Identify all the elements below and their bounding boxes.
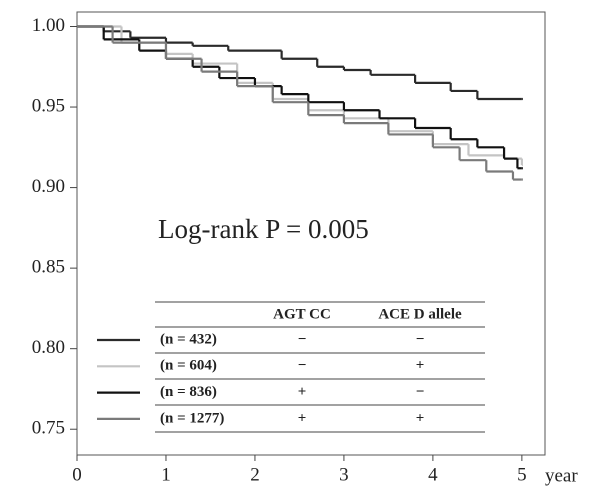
y-tick-label: 0.85 (32, 256, 65, 277)
y-tick-label: 0.95 (32, 95, 65, 116)
annotation: Log-rank P = 0.005 (158, 214, 369, 244)
legend-cell: − (298, 358, 307, 374)
legend-cell: − (298, 331, 307, 347)
legend-label: (n = 604) (160, 358, 217, 374)
legend-cell: + (298, 384, 307, 400)
legend-label: (n = 836) (160, 384, 217, 400)
x-tick-label: 4 (428, 464, 438, 485)
y-tick-label: 0.75 (32, 418, 65, 439)
x-tick-label: 0 (72, 464, 82, 485)
plot-frame (76, 11, 546, 456)
legend-column-header: AGT CC (273, 306, 331, 322)
legend-label: (n = 432) (160, 331, 217, 347)
legend-cell: − (416, 384, 425, 400)
x-axis-label: year (545, 465, 578, 486)
legend-cell: + (416, 358, 425, 374)
x-tick-label: 5 (517, 464, 527, 485)
y-tick-label: 0.90 (32, 176, 65, 197)
y-tick-label: 1.00 (32, 15, 65, 36)
x-tick-label: 3 (339, 464, 349, 485)
x-tick-label: 1 (161, 464, 171, 485)
y-tick-label: 0.80 (32, 337, 65, 358)
x-tick-label: 2 (250, 464, 260, 485)
legend-column-header: ACE D allele (378, 306, 462, 322)
legend-cell: + (416, 410, 425, 426)
legend-cell: − (416, 331, 425, 347)
legend-cell: + (298, 410, 307, 426)
legend-label: (n = 1277) (160, 410, 224, 426)
